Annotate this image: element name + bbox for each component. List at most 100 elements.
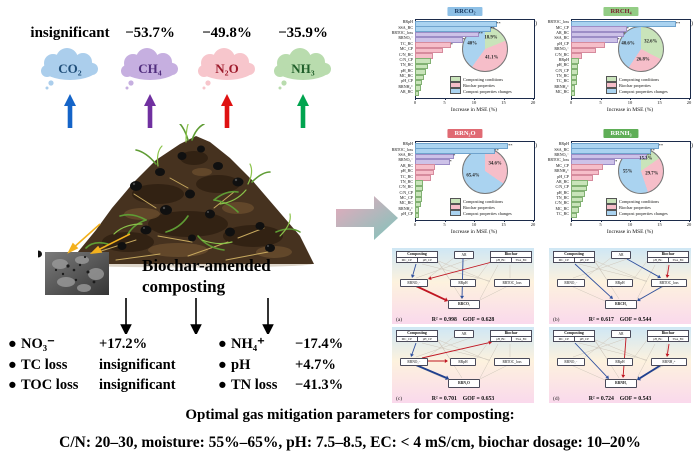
bar-label: SSA_BC — [398, 24, 413, 30]
outcome-label: TOC loss — [21, 377, 79, 393]
x-tick-label: 20 — [530, 222, 536, 228]
composting-label: Composting — [564, 331, 584, 335]
cloud-icon: CO₂ — [41, 48, 98, 90]
outcome-row: ● TN loss −41.3% — [218, 375, 343, 396]
bar-label: RRNH₄⁺ — [398, 83, 413, 89]
outcome-label: pH — [231, 356, 251, 373]
composting-group-box: Composting MC_CP pH_CP — [396, 330, 438, 343]
composting-label: Composting — [564, 252, 584, 256]
x-tick-label: 15 — [501, 100, 506, 106]
bar-label: RRNO₃⁻ — [554, 152, 569, 158]
mid-center-box: RRpH — [607, 358, 633, 366]
x-tick-mark — [533, 219, 534, 222]
down-arrows — [120, 298, 274, 334]
chart-legend: Composting conditions Biochar properties C… — [450, 197, 512, 217]
bar-label: C/N_CP — [399, 189, 413, 195]
bar-label: MC_CP — [555, 24, 569, 30]
panel-letter: (c) — [396, 395, 403, 402]
transition-arrow — [336, 196, 398, 240]
pie-slice-label: 15.3% — [639, 156, 653, 162]
pie-slice-label: 32.6% — [644, 39, 658, 44]
significance-marker: ** — [646, 153, 652, 159]
gas-column: −35.9% NH₃ — [255, 22, 351, 128]
mid-left-box: RRNO₃⁻ — [400, 279, 428, 287]
x-tick-mark — [659, 219, 661, 222]
ar-box: AR — [611, 330, 631, 338]
outcome-label: NO₃⁻ — [21, 336, 55, 352]
bar-label: TN_BC — [556, 72, 569, 78]
biochar-cell: SSA_BC — [510, 337, 532, 342]
significance-marker: * — [450, 42, 453, 47]
bar — [571, 169, 599, 176]
mid-center-box: RRpH — [607, 279, 633, 287]
x-tick-mark — [415, 97, 416, 100]
bar-label: RRTOC_loss — [391, 30, 413, 36]
outcomes-list-right: ● NH₄⁺ −17.4% ● pH +4.7% ● TN loss −41.3% — [218, 334, 343, 396]
bar — [415, 21, 497, 27]
ar-box: AR — [454, 251, 474, 259]
significance-marker: ** — [658, 142, 664, 148]
sem-path-model-panel: Composting MC_CP pH_CP AR Biochar pH_BC SS… — [392, 248, 534, 324]
bar — [415, 196, 422, 203]
bar-label: AR_BC — [556, 30, 569, 36]
significance-marker: * — [623, 31, 626, 37]
x-tick-mark — [571, 219, 572, 222]
legend-label: Biochar properties — [619, 82, 651, 88]
biochar-group-box: Biochar pH_BC SSA_BC — [647, 251, 689, 264]
outcome-row: ● TC loss insignificant — [8, 355, 176, 376]
target-gas-box: RRN₂O — [448, 379, 480, 388]
pie-slice-label: 41.1% — [485, 55, 499, 61]
x-tick-mark — [630, 219, 631, 222]
bar — [571, 148, 651, 154]
composting-label: Composting — [407, 252, 427, 256]
bar — [571, 47, 596, 54]
x-tick-label: 0 — [413, 100, 417, 106]
pie-chart — [462, 148, 508, 194]
legend-label: Composting conditions — [619, 198, 659, 204]
gof-value: GOF = 0.543 — [619, 395, 652, 402]
composting-cell: MC_CP — [558, 337, 569, 341]
bar-label: TN_BC — [400, 62, 413, 68]
legend-row: Compost properties changes — [450, 209, 512, 217]
composting-cell: pH_CP — [573, 258, 595, 263]
bar-label: pH_CP — [401, 78, 413, 84]
composting-cell: pH_CP — [416, 258, 438, 263]
mid-right-box: RRTOC_loss — [494, 358, 530, 366]
x-axis-label: Increase in MSE (%) — [606, 229, 654, 235]
x-tick-label: 10 — [471, 222, 477, 228]
x-tick-label: 20 — [686, 222, 692, 228]
bar-label: MC_CP — [399, 194, 413, 200]
outcome-label: TC loss — [21, 356, 68, 373]
cloud-icon: NH₃ — [274, 48, 331, 90]
significance-marker: ** — [478, 31, 483, 37]
bar-label: MC_BC — [555, 205, 569, 211]
bar-label: RRTOC_loss — [391, 146, 413, 152]
x-tick-mark — [444, 219, 446, 222]
chart-legend: Composting conditions Biochar properties C… — [450, 75, 512, 95]
mid-right-box: RRNH₄⁺ — [651, 358, 687, 366]
bar-label: C/N_BC — [554, 51, 569, 57]
bar — [571, 196, 584, 203]
significance-marker: * — [626, 25, 630, 31]
up-arrow-icon — [144, 94, 156, 128]
bar-label: pH_BC — [556, 62, 569, 68]
bar — [571, 21, 677, 27]
bar-label: C/N_BC — [554, 200, 569, 206]
compost-pile-illustration — [38, 124, 314, 295]
significance-marker: ** — [650, 147, 655, 153]
x-tick-mark — [415, 219, 416, 222]
panel-letter: (d) — [553, 395, 560, 402]
path-arrows — [570, 256, 670, 302]
target-gas-box: RRCH₄ — [605, 300, 637, 309]
x-tick-label: 0 — [569, 100, 573, 106]
chart-title: RRNH₃ — [603, 129, 639, 138]
bar — [415, 47, 443, 54]
bar-label: TN_BC — [400, 178, 413, 184]
bar — [415, 191, 423, 197]
bullet-icon: ● — [218, 377, 227, 393]
up-arrow-icon — [64, 94, 76, 128]
bar-label: SSA_BC — [554, 146, 569, 152]
